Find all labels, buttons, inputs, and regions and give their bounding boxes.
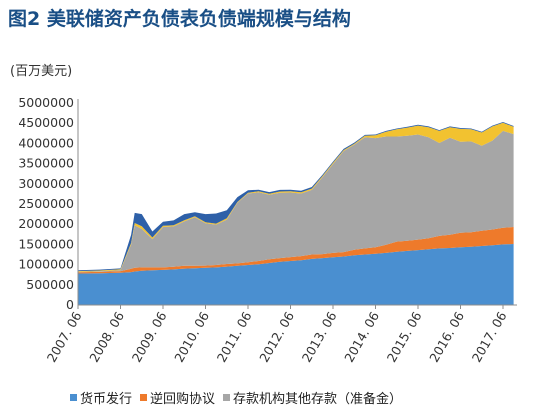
x-tick-label: 2016. 06 <box>426 309 467 365</box>
legend-item-currency: 货币发行 <box>70 388 132 407</box>
x-tick-label: 2009. 06 <box>129 309 170 365</box>
y-tick-label: 2000000 <box>18 216 74 231</box>
x-tick-label: 2011. 06 <box>214 309 255 365</box>
legend-label-reserves: 存款机构其他存款（准备金） <box>233 392 403 407</box>
legend-item-reverse-repo: 逆回购协议 <box>140 388 215 407</box>
area-series-2 <box>78 130 514 273</box>
x-tick-label: 2007. 06 <box>44 309 85 365</box>
y-tick-label: 1500000 <box>18 236 74 251</box>
y-tick-label: 1000000 <box>18 257 74 272</box>
y-tick-label: 5000000 <box>18 95 74 110</box>
y-tick-label: 0 <box>66 297 74 312</box>
x-tick-label: 2017. 06 <box>469 309 510 365</box>
y-tick-label: 500000 <box>26 277 74 292</box>
x-tick-label: 2015. 06 <box>384 309 425 365</box>
legend-label-reverse-repo: 逆回购协议 <box>150 392 216 407</box>
legend-swatch-reserves <box>223 394 231 401</box>
legend-item-reserves: 存款机构其他存款（准备金） <box>223 388 402 407</box>
legend: 货币发行 逆回购协议 存款机构其他存款（准备金） <box>70 388 408 407</box>
area-series-3 <box>78 122 514 272</box>
y-tick-label: 4000000 <box>18 135 74 150</box>
y-tick-label: 3500000 <box>18 156 74 171</box>
figure-title: 图2 美联储资产负债表负债端规模与结构 <box>8 8 351 30</box>
legend-swatch-currency <box>70 394 77 401</box>
x-tick-label: 2012. 06 <box>256 309 297 365</box>
y-tick-label: 4500000 <box>18 115 74 130</box>
area-series-group <box>78 122 514 305</box>
y-tick-label: 2500000 <box>18 196 74 211</box>
y-tick-label: 3000000 <box>18 176 74 191</box>
legend-label-currency: 货币发行 <box>80 392 133 407</box>
x-tick-label: 2008. 06 <box>86 309 127 365</box>
x-tick-label: 2010. 06 <box>171 309 212 365</box>
x-tick-label: 2013. 06 <box>299 309 340 365</box>
legend-swatch-reverse-repo <box>140 394 148 401</box>
x-tick-label: 2014. 06 <box>341 309 382 365</box>
area-series-0 <box>78 244 514 305</box>
unit-label: (百万美元) <box>10 64 73 79</box>
